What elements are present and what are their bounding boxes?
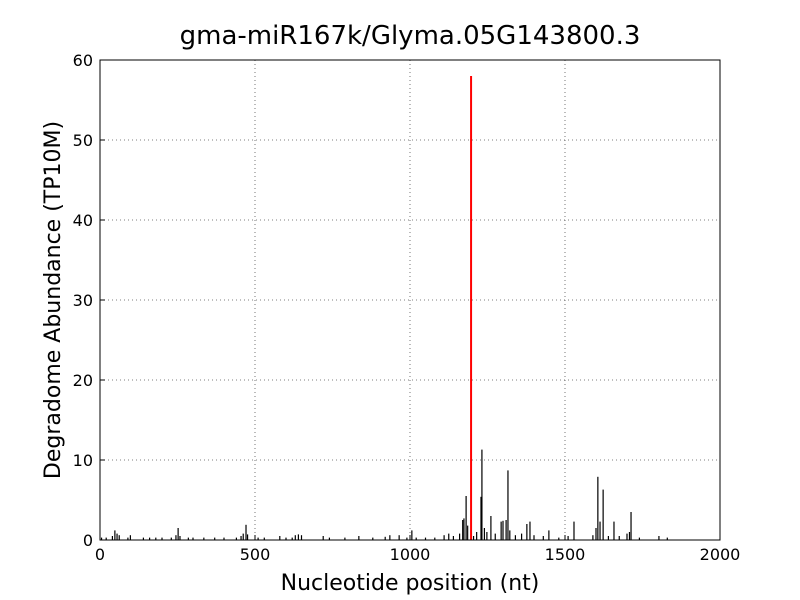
y-tick-label: 60 (73, 51, 93, 70)
y-tick-label: 30 (73, 291, 93, 310)
y-tick-label: 20 (73, 371, 93, 390)
x-axis-label: Nucleotide position (nt) (281, 571, 540, 596)
y-tick-label: 10 (73, 451, 93, 470)
plot-frame (99, 59, 721, 541)
x-tick-label: 500 (240, 545, 271, 564)
x-tick-label: 2000 (700, 545, 741, 564)
y-tick-label: 50 (73, 131, 93, 150)
x-tick-label: 1000 (390, 545, 431, 564)
plot-area: 0 10 20 30 40 50 60 0 500 1000 1500 2000 (73, 51, 741, 564)
chart-title: gma-miR167k/Glyma.05G143800.3 (180, 21, 641, 51)
x-tick-label: 1500 (545, 545, 586, 564)
x-tick-label: 0 (95, 545, 105, 564)
y-tick-label: 0 (83, 531, 93, 550)
y-axis-label: Degradome Abundance (TP10M) (41, 121, 66, 479)
y-tick-label: 40 (73, 211, 93, 230)
